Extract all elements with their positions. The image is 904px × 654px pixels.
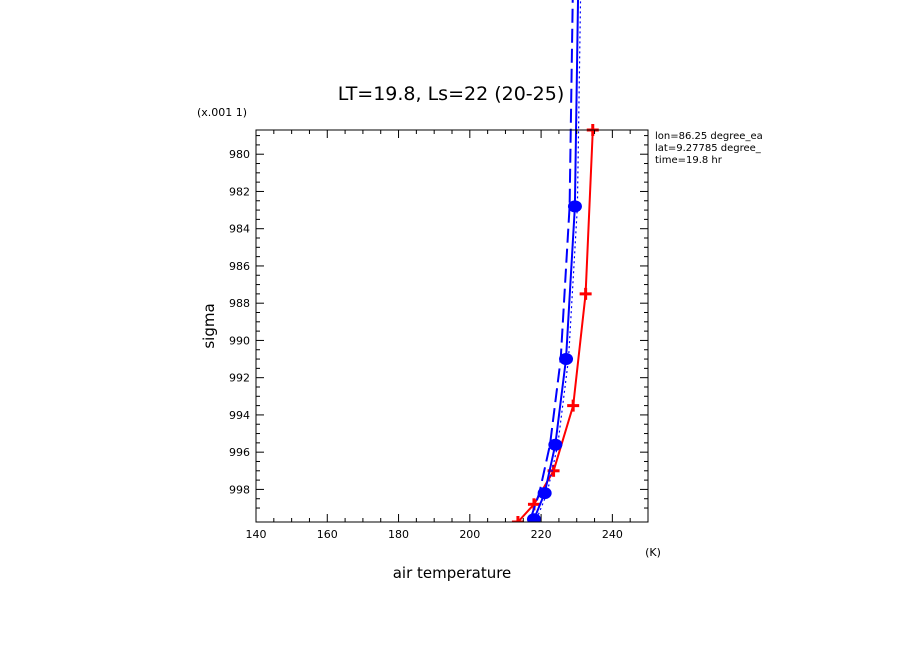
y-tick-label: 998: [229, 483, 250, 496]
y-ticks: 980 982 984 986 988 990 992 994 996 998: [229, 135, 648, 509]
data-point-circle: [559, 353, 574, 366]
x-tick-label: 140: [246, 528, 267, 541]
annotation-line: lat=9.27785 degree_: [655, 143, 762, 154]
x-tick-label: 200: [459, 528, 480, 541]
y-axis-label: sigma: [200, 303, 218, 348]
x-tick-label: 220: [531, 528, 552, 541]
y-tick-label: 982: [229, 185, 250, 198]
x-unit-label: (K): [645, 546, 661, 559]
annotation-line: time=19.8 hr: [655, 155, 723, 166]
y-tick-label: 990: [229, 334, 250, 347]
data-point-plus: [567, 399, 580, 412]
data-point-circle: [526, 513, 541, 522]
y-tick-label: 992: [229, 372, 250, 385]
series-line-1: [517, 129, 594, 522]
chart-title: LT=19.8, Ls=22 (20-25): [338, 83, 565, 105]
plot-frame: [255, 129, 649, 523]
y-tick-label: 980: [229, 148, 250, 161]
x-axis-label: air temperature: [393, 564, 512, 582]
x-tick-label: 160: [317, 528, 338, 541]
y-tick-label: 994: [229, 409, 250, 422]
x-tick-label: 180: [388, 528, 409, 541]
data-point-plus: [579, 287, 592, 300]
series-layer: [511, 0, 599, 522]
series-line-3: [529, 0, 574, 520]
annotation-line: lon=86.25 degree_ea: [655, 131, 763, 142]
series-line-4: [535, 0, 582, 520]
y-scale-label: (x.001 1): [197, 106, 247, 119]
data-point-circle: [548, 438, 563, 451]
data-point-plus: [511, 516, 524, 522]
y-tick-label: 988: [229, 297, 250, 310]
x-tick-label: 240: [602, 528, 623, 541]
y-tick-label: 984: [229, 223, 250, 236]
y-tick-label: 986: [229, 260, 250, 273]
y-tick-label: 996: [229, 446, 250, 459]
data-point-circle: [567, 200, 582, 213]
x-ticks: 140 160 180 200 220 240: [246, 130, 649, 541]
